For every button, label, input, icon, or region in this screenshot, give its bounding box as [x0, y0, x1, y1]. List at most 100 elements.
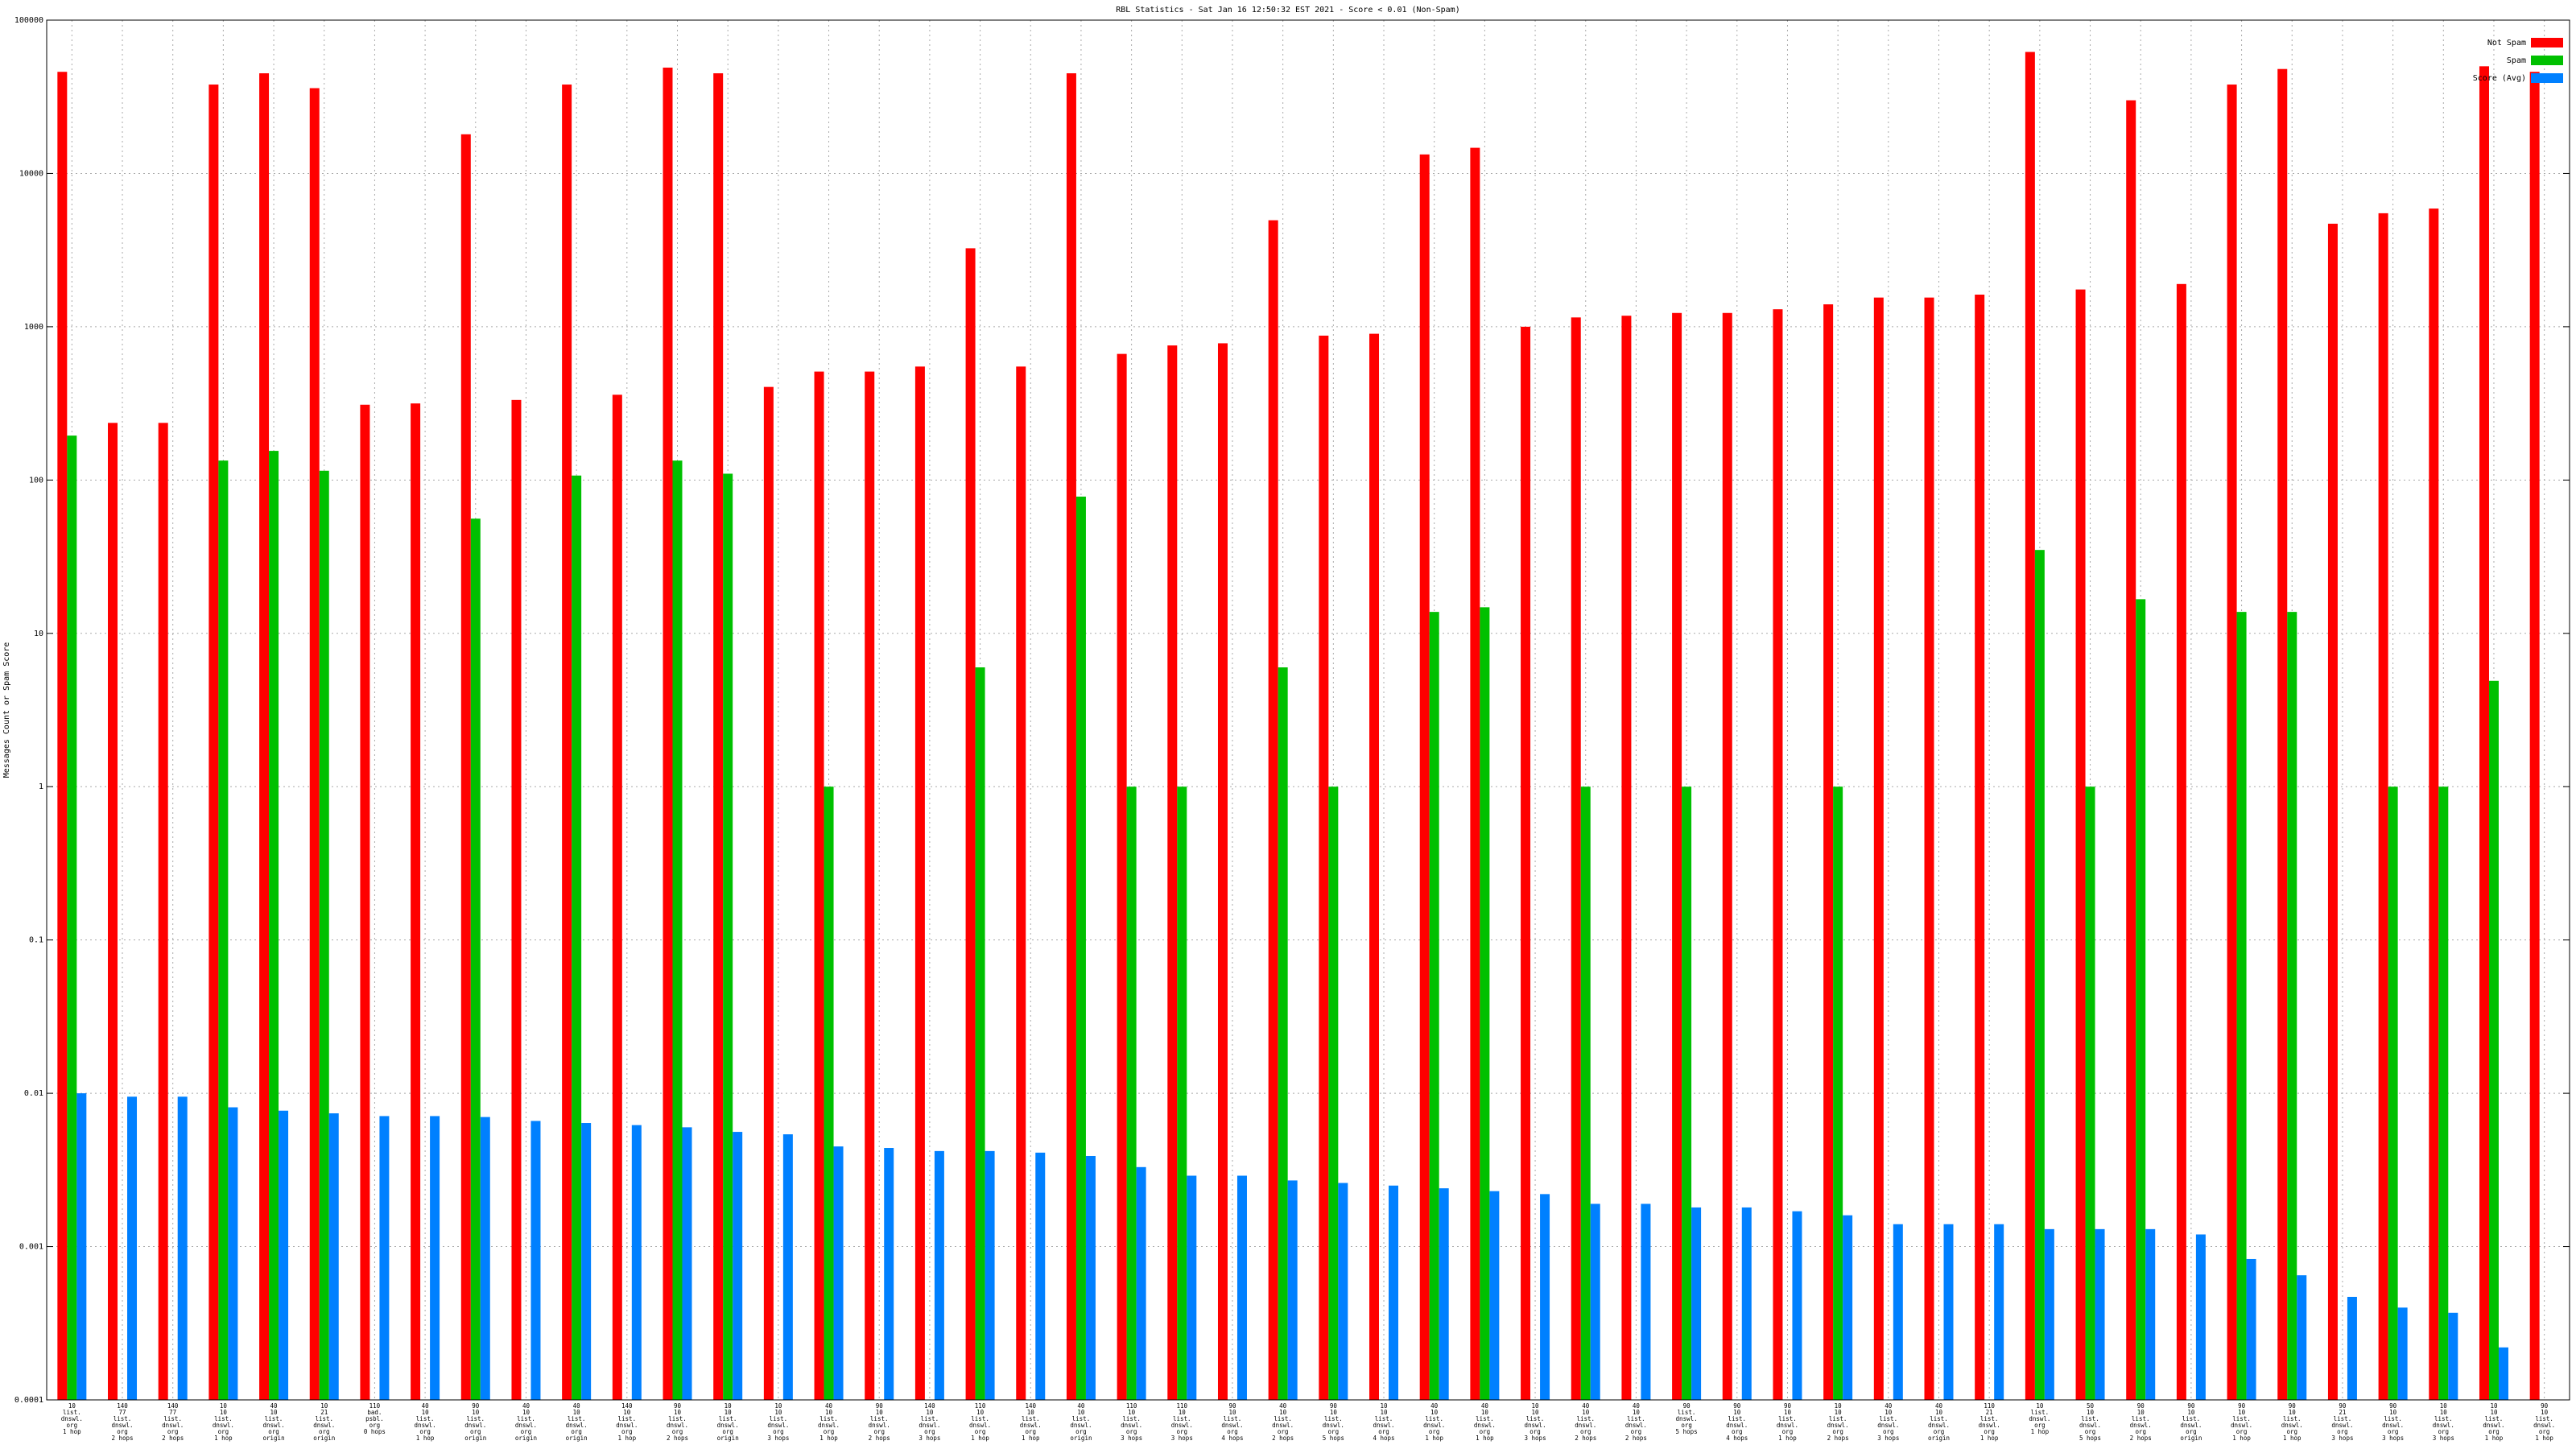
bar: [511, 399, 522, 1401]
bar: [2075, 289, 2086, 1400]
bar: [228, 1107, 238, 1400]
x-tick-label: 10 10 list. dnswl. org 2 hops: [1827, 1402, 1849, 1442]
x-tick-label: 110 bad. psbl. org 0 hops: [363, 1402, 386, 1435]
legend-swatch: [2531, 73, 2563, 83]
bar: [763, 386, 774, 1400]
bar: [1075, 496, 1086, 1400]
x-tick-label: 10 10 list. dnswl. org origin: [716, 1402, 739, 1442]
bar: [1741, 1207, 1752, 1400]
legend-swatch: [2531, 56, 2563, 65]
bar: [1117, 353, 1127, 1400]
y-tick-label: 10000: [19, 169, 43, 178]
bar: [1016, 366, 1026, 1401]
bar: [1470, 147, 1480, 1400]
x-tick-label: 140 10 list. dnswl. org 3 hops: [919, 1402, 941, 1442]
bar: [57, 72, 68, 1400]
bar: [2236, 612, 2247, 1400]
bar: [814, 371, 824, 1400]
bar: [572, 475, 582, 1401]
bar: [1823, 304, 1834, 1401]
x-tick-label: 90 10 list. dnswl. org 5 hops: [1322, 1402, 1344, 1442]
bar: [1843, 1215, 1853, 1400]
bar: [975, 667, 985, 1400]
bar: [259, 73, 270, 1401]
bar: [723, 473, 733, 1400]
bar: [2347, 1297, 2357, 1400]
bar: [1975, 294, 1985, 1400]
y-tick-label: 0.1: [29, 936, 43, 945]
y-tick-label: 1: [39, 782, 43, 791]
bar: [865, 371, 875, 1400]
bar: [411, 403, 421, 1401]
bar: [1419, 154, 1430, 1401]
bar: [2145, 1228, 2156, 1400]
bar: [1319, 335, 1329, 1401]
bar: [663, 68, 673, 1400]
bar: [2397, 1307, 2408, 1400]
bar: [319, 470, 329, 1401]
x-tick-label: 40 10 list. dnswl. org 3 hops: [1877, 1402, 1900, 1442]
bar: [2327, 223, 2338, 1400]
x-tick-label: 40 10 list. dnswl. org 1 hop: [1473, 1402, 1496, 1442]
bar: [1236, 1175, 1247, 1400]
x-tick-label: 90 10 list. dnswl. org 4 hops: [1726, 1402, 1748, 1442]
bar: [1590, 1203, 1600, 1400]
x-tick-label: 40 10 list. dnswl. org 1 hop: [1423, 1402, 1446, 1442]
bar: [1177, 786, 1187, 1400]
bar: [1278, 667, 1288, 1400]
legend-label: Score (Avg): [2473, 74, 2526, 83]
x-tick-label: 90 list. dnswl. org 5 hops: [1675, 1402, 1698, 1435]
bar: [2277, 68, 2288, 1401]
legend-swatch: [2531, 38, 2563, 47]
x-tick-label: 140 10 list. dnswl. org 1 hop: [1019, 1402, 1042, 1442]
x-tick-label: 90 10 list. dnswl. org 2 hops: [868, 1402, 890, 1442]
bar: [1641, 1203, 1651, 1400]
bar: [1429, 612, 1439, 1400]
bar: [218, 460, 229, 1400]
bar: [2448, 1312, 2458, 1400]
bar: [2429, 208, 2439, 1400]
bar: [1338, 1183, 1348, 1400]
legend-label: Not Spam: [2487, 39, 2526, 47]
bar: [2529, 72, 2540, 1400]
bar: [2287, 612, 2297, 1400]
bar: [1722, 312, 1732, 1400]
bar: [1873, 297, 1884, 1401]
bar: [1389, 1185, 1399, 1400]
x-tick-label: 90 10 list. dnswl. org 1 hop: [1776, 1402, 1798, 1442]
bar: [1833, 786, 1843, 1400]
bar: [2136, 599, 2146, 1400]
bar: [379, 1116, 390, 1400]
x-tick-label: 90 10 list. dnswl. org origin: [2180, 1402, 2202, 1442]
x-tick-label: 90 21 list. dnswl. org 3 hops: [2331, 1402, 2354, 1442]
bar: [1217, 343, 1228, 1401]
x-tick-label: 10 list. dnswl. org 1 hop: [60, 1402, 83, 1435]
bar: [360, 404, 370, 1400]
bar: [2378, 213, 2388, 1401]
bar: [2498, 1347, 2508, 1400]
x-tick-label: 10 10 list. dnswl. org 4 hops: [1373, 1402, 1395, 1442]
bar: [1167, 345, 1178, 1401]
bar: [2388, 786, 2398, 1400]
x-tick-label: 10 10 list. dnswl. org 1 hop: [2483, 1402, 2505, 1442]
y-tick-label: 100: [29, 476, 43, 485]
bar: [1893, 1224, 1903, 1400]
bar: [672, 460, 683, 1400]
x-tick-label: 10 21 list. dnswl. org origin: [313, 1402, 336, 1442]
bar: [1792, 1211, 1802, 1400]
bar: [158, 423, 168, 1400]
y-tick-label: 0.0001: [14, 1396, 43, 1405]
bar: [1571, 317, 1581, 1400]
y-tick-label: 10: [34, 630, 43, 638]
bar: [733, 1132, 743, 1400]
bar: [279, 1110, 289, 1400]
x-tick-label: 90 10 list. dnswl. org origin: [464, 1402, 487, 1442]
bar: [269, 451, 279, 1400]
x-tick-label: 90 10 list. dnswl. org 2 hops: [666, 1402, 689, 1442]
bar: [2044, 1228, 2054, 1400]
bar: [1287, 1180, 1298, 1400]
bar: [884, 1148, 894, 1400]
x-tick-label: 40 10 list. dnswl. org 2 hops: [1624, 1402, 1647, 1442]
